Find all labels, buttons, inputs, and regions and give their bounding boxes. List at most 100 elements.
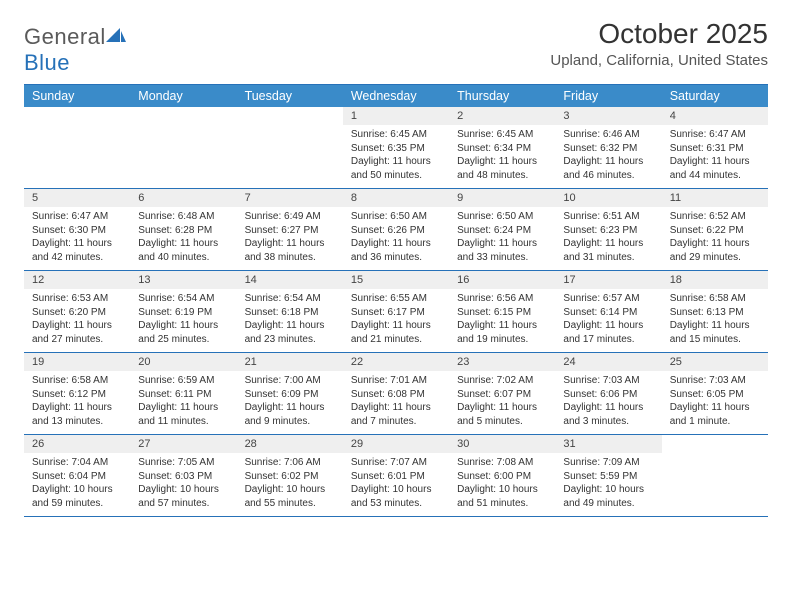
sunrise-line: Sunrise: 6:45 AM: [457, 128, 547, 142]
daylight-line: Daylight: 11 hours and 27 minutes.: [32, 319, 122, 346]
calendar-cell: 11Sunrise: 6:52 AMSunset: 6:22 PMDayligh…: [662, 189, 768, 271]
calendar-cell: 3Sunrise: 6:46 AMSunset: 6:32 PMDaylight…: [555, 107, 661, 189]
sunrise-line: Sunrise: 6:54 AM: [245, 292, 335, 306]
location: Upland, California, United States: [550, 52, 768, 69]
sunset-line: Sunset: 6:15 PM: [457, 306, 547, 320]
calendar-cell: 29Sunrise: 7:07 AMSunset: 6:01 PMDayligh…: [343, 435, 449, 517]
day-number: 21: [237, 353, 343, 371]
calendar-cell: 4Sunrise: 6:47 AMSunset: 6:31 PMDaylight…: [662, 107, 768, 189]
day-number: 13: [130, 271, 236, 289]
sunrise-line: Sunrise: 6:55 AM: [351, 292, 441, 306]
day-body: Sunrise: 7:08 AMSunset: 6:00 PMDaylight:…: [449, 453, 555, 516]
calendar-cell: 8Sunrise: 6:50 AMSunset: 6:26 PMDaylight…: [343, 189, 449, 271]
day-number: 14: [237, 271, 343, 289]
day-number: 30: [449, 435, 555, 453]
day-body: Sunrise: 7:00 AMSunset: 6:09 PMDaylight:…: [237, 371, 343, 434]
day-number: 7: [237, 189, 343, 207]
calendar-cell: 21Sunrise: 7:00 AMSunset: 6:09 PMDayligh…: [237, 353, 343, 435]
sunset-line: Sunset: 6:20 PM: [32, 306, 122, 320]
calendar-cell: 24Sunrise: 7:03 AMSunset: 6:06 PMDayligh…: [555, 353, 661, 435]
sunrise-line: Sunrise: 7:05 AM: [138, 456, 228, 470]
day-body: Sunrise: 6:45 AMSunset: 6:35 PMDaylight:…: [343, 125, 449, 188]
day-body: Sunrise: 6:47 AMSunset: 6:31 PMDaylight:…: [662, 125, 768, 188]
day-body: Sunrise: 7:05 AMSunset: 6:03 PMDaylight:…: [130, 453, 236, 516]
day-body: Sunrise: 6:58 AMSunset: 6:13 PMDaylight:…: [662, 289, 768, 352]
day-number: 28: [237, 435, 343, 453]
day-body: Sunrise: 6:53 AMSunset: 6:20 PMDaylight:…: [24, 289, 130, 352]
day-number: 26: [24, 435, 130, 453]
daylight-line: Daylight: 10 hours and 49 minutes.: [563, 483, 653, 510]
daylight-line: Daylight: 11 hours and 50 minutes.: [351, 155, 441, 182]
daylight-line: Daylight: 10 hours and 59 minutes.: [32, 483, 122, 510]
daylight-line: Daylight: 11 hours and 5 minutes.: [457, 401, 547, 428]
day-body: Sunrise: 6:46 AMSunset: 6:32 PMDaylight:…: [555, 125, 661, 188]
calendar-cell: 27Sunrise: 7:05 AMSunset: 6:03 PMDayligh…: [130, 435, 236, 517]
daylight-line: Daylight: 11 hours and 13 minutes.: [32, 401, 122, 428]
daylight-line: Daylight: 11 hours and 19 minutes.: [457, 319, 547, 346]
weekday-header: Wednesday: [343, 85, 449, 107]
daylight-line: Daylight: 11 hours and 42 minutes.: [32, 237, 122, 264]
day-body: Sunrise: 6:50 AMSunset: 6:24 PMDaylight:…: [449, 207, 555, 270]
calendar-cell: 26 Sunrise: 7:04 AMSunset: 6:04 PMDayligh…: [24, 435, 130, 517]
sunrise-line: Sunrise: 7:08 AM: [457, 456, 547, 470]
sunset-line: Sunset: 6:19 PM: [138, 306, 228, 320]
calendar-cell: 10Sunrise: 6:51 AMSunset: 6:23 PMDayligh…: [555, 189, 661, 271]
day-number: 23: [449, 353, 555, 371]
day-body: Sunrise: 7:06 AMSunset: 6:02 PMDaylight:…: [237, 453, 343, 516]
sunrise-line: Sunrise: 6:47 AM: [32, 210, 122, 224]
sunrise-line: Sunrise: 6:51 AM: [563, 210, 653, 224]
sunrise-line: Sunrise: 6:58 AM: [32, 374, 122, 388]
day-body: Sunrise: 6:54 AMSunset: 6:18 PMDaylight:…: [237, 289, 343, 352]
daylight-line: Daylight: 11 hours and 36 minutes.: [351, 237, 441, 264]
sunset-line: Sunset: 6:35 PM: [351, 142, 441, 156]
sunrise-line: Sunrise: 6:48 AM: [138, 210, 228, 224]
daylight-line: Daylight: 11 hours and 17 minutes.: [563, 319, 653, 346]
daylight-line: Daylight: 11 hours and 25 minutes.: [138, 319, 228, 346]
sunset-line: Sunset: 6:24 PM: [457, 224, 547, 238]
day-number: 31: [555, 435, 661, 453]
day-number: 9: [449, 189, 555, 207]
daylight-line: Daylight: 11 hours and 9 minutes.: [245, 401, 335, 428]
day-number: 16: [449, 271, 555, 289]
day-body: Sunrise: 7:03 AMSunset: 6:05 PMDaylight:…: [662, 371, 768, 434]
sunset-line: Sunset: 6:01 PM: [351, 470, 441, 484]
daylight-line: Daylight: 10 hours and 57 minutes.: [138, 483, 228, 510]
sunset-line: Sunset: 6:04 PM: [32, 470, 122, 484]
day-body: Sunrise: 6:45 AMSunset: 6:34 PMDaylight:…: [449, 125, 555, 188]
calendar-cell: 1Sunrise: 6:45 AMSunset: 6:35 PMDaylight…: [343, 107, 449, 189]
sunset-line: Sunset: 6:05 PM: [670, 388, 760, 402]
sunset-line: Sunset: 6:13 PM: [670, 306, 760, 320]
sunrise-line: Sunrise: 6:46 AM: [563, 128, 653, 142]
calendar-body: 1Sunrise: 6:45 AMSunset: 6:35 PMDaylight…: [24, 107, 768, 517]
daylight-line: Daylight: 11 hours and 23 minutes.: [245, 319, 335, 346]
calendar-cell: 5Sunrise: 6:47 AMSunset: 6:30 PMDaylight…: [24, 189, 130, 271]
day-number: 1: [343, 107, 449, 125]
sunset-line: Sunset: 6:31 PM: [670, 142, 760, 156]
day-number: 27: [130, 435, 236, 453]
sunrise-line: Sunrise: 7:04 AM: [32, 456, 122, 470]
calendar-cell: 22Sunrise: 7:01 AMSunset: 6:08 PMDayligh…: [343, 353, 449, 435]
day-number: 22: [343, 353, 449, 371]
calendar-cell: 2Sunrise: 6:45 AMSunset: 6:34 PMDaylight…: [449, 107, 555, 189]
day-body: Sunrise: 6:48 AMSunset: 6:28 PMDaylight:…: [130, 207, 236, 270]
day-body: Sunrise: 6:59 AMSunset: 6:11 PMDaylight:…: [130, 371, 236, 434]
calendar-cell: 7Sunrise: 6:49 AMSunset: 6:27 PMDaylight…: [237, 189, 343, 271]
calendar-row: 5Sunrise: 6:47 AMSunset: 6:30 PMDaylight…: [24, 189, 768, 271]
weekday-header: Sunday: [24, 85, 130, 107]
sunset-line: Sunset: 6:18 PM: [245, 306, 335, 320]
day-number: 18: [662, 271, 768, 289]
sunset-line: Sunset: 6:32 PM: [563, 142, 653, 156]
sunset-line: Sunset: 6:03 PM: [138, 470, 228, 484]
sunset-line: Sunset: 6:11 PM: [138, 388, 228, 402]
calendar-cell: 23Sunrise: 7:02 AMSunset: 6:07 PMDayligh…: [449, 353, 555, 435]
day-body: Sunrise: 6:52 AMSunset: 6:22 PMDaylight:…: [662, 207, 768, 270]
page: GeneralBlue October 2025 Upland, Califor…: [0, 0, 792, 535]
sunset-line: Sunset: 6:00 PM: [457, 470, 547, 484]
calendar-cell: 19Sunrise: 6:58 AMSunset: 6:12 PMDayligh…: [24, 353, 130, 435]
weekday-header: Tuesday: [237, 85, 343, 107]
calendar-cell: 6Sunrise: 6:48 AMSunset: 6:28 PMDaylight…: [130, 189, 236, 271]
day-number: 17: [555, 271, 661, 289]
sunrise-line: Sunrise: 6:50 AM: [351, 210, 441, 224]
day-body: Sunrise: 6:50 AMSunset: 6:26 PMDaylight:…: [343, 207, 449, 270]
calendar-cell: [237, 107, 343, 189]
